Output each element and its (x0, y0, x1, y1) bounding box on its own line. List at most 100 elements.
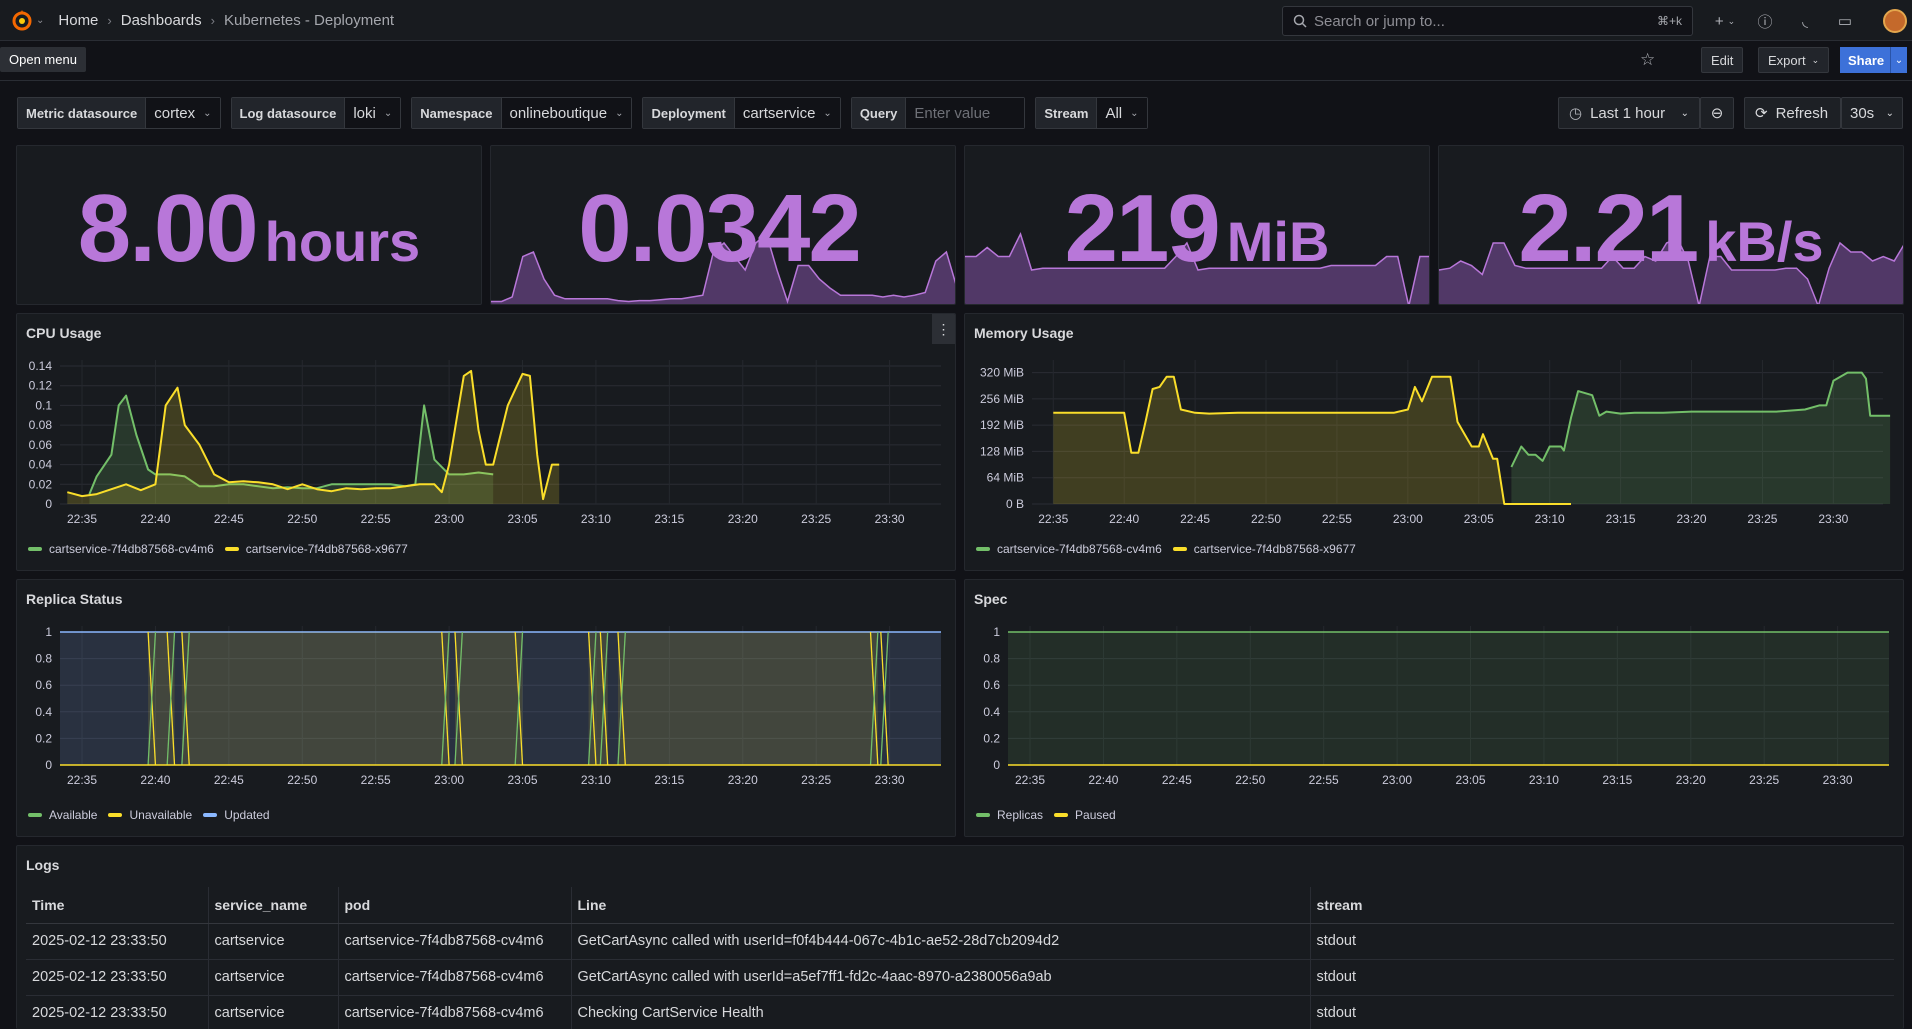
var-value[interactable]: onlineboutique ⌄ (501, 98, 632, 128)
y-tick-label: 0.12 (29, 379, 53, 393)
chart-legend: cartservice-7f4db87568-cv4m6 cartservice… (28, 542, 408, 556)
query-input[interactable]: Enter value (906, 98, 1025, 128)
rss-news-icon[interactable]: ◟ (1802, 13, 1808, 30)
panel-memory-usage[interactable]: Memory Usage 0 B 64 MiB 128 MiB 192 MiB 256 … (964, 313, 1904, 571)
legend-swatch (976, 547, 990, 551)
column-header[interactable]: Time (26, 887, 208, 924)
series-area (67, 370, 560, 504)
x-tick-label: 23:30 (875, 512, 905, 526)
zoom-out-button[interactable]: ⊖ (1700, 97, 1734, 129)
x-tick-label: 22:45 (1180, 512, 1210, 526)
refresh-interval-picker[interactable]: 30s ⌄ (1841, 97, 1903, 129)
var-namespace[interactable]: Namespace onlineboutique ⌄ (411, 97, 633, 129)
stat-number: 0.0342 (578, 175, 862, 282)
refresh-label: Refresh (1775, 104, 1829, 122)
cell-time: 2025-02-12 23:33:50 (26, 959, 208, 996)
panel-spec[interactable]: Spec 0 0.2 0.4 0.6 0.8 1 22:35 22:40 22:45 22:50 2… (964, 579, 1904, 837)
updated-area (60, 632, 941, 765)
cell-pod: cartservice-7f4db87568-cv4m6 (337, 959, 571, 996)
column-header[interactable]: Line (570, 887, 1310, 924)
series-line (67, 369, 560, 501)
sparkline (1439, 237, 1903, 304)
panel-replica-status[interactable]: Replica Status 0 0.2 0.4 0.6 0.8 1 22:35 22:40 2… (16, 579, 956, 837)
refresh-interval-value: 30s (1850, 104, 1875, 122)
share-button[interactable]: Share (1840, 47, 1890, 73)
panel-menu-icon[interactable]: ⋮ (932, 314, 955, 344)
var-deployment[interactable]: Deployment cartservice ⌄ (642, 97, 841, 129)
stat-value: 8.00 hours (17, 174, 481, 284)
cell-stream: stdout (1309, 995, 1894, 1029)
time-range-picker[interactable]: ◷ Last 1 hour ⌄ (1558, 97, 1700, 129)
series-area (1511, 372, 1891, 504)
x-tick-label: 23:00 (1382, 773, 1412, 787)
grafana-logo-icon[interactable] (10, 8, 34, 32)
y-tick-label: 128 MiB (980, 444, 1024, 458)
x-tick-label: 22:35 (1015, 773, 1045, 787)
legend-label: cartservice-7f4db87568-x9677 (245, 542, 408, 556)
x-tick-label: 23:25 (801, 773, 831, 787)
var-value[interactable]: All ⌄ (1097, 98, 1147, 128)
table-row[interactable]: 2025-02-12 23:33:50 cartservice cartserv… (26, 959, 1894, 996)
y-tick-label: 0 B (1006, 497, 1024, 511)
plus-icon[interactable]: + ⌄ (1714, 12, 1736, 30)
available-edge (587, 631, 597, 766)
breadcrumb-current: Kubernetes - Deployment (223, 11, 395, 29)
var-metric-datasource[interactable]: Metric datasource cortex ⌄ (17, 97, 221, 129)
edit-button[interactable]: Edit (1701, 47, 1744, 73)
breadcrumb-home[interactable]: Home (58, 11, 99, 29)
table-row[interactable]: 2025-02-12 23:33:50 cartservice cartserv… (26, 923, 1894, 960)
stat-panel-memory[interactable]: 219 MiB (964, 145, 1430, 305)
refresh-button[interactable]: ⟳ Refresh (1744, 97, 1841, 129)
stat-panel-cpu[interactable]: 0.0342 (490, 145, 956, 305)
legend-item[interactable]: cartservice-7f4db87568-x9677 (224, 542, 408, 556)
stat-panel-uptime[interactable]: 8.00 hours (16, 145, 482, 305)
column-header[interactable]: stream (1309, 887, 1894, 924)
var-label: Namespace (412, 98, 502, 128)
stat-value: 0.0342 (491, 174, 955, 284)
export-button[interactable]: Export ⌄ (1758, 47, 1830, 73)
cell-time: 2025-02-12 23:33:50 (26, 995, 208, 1029)
legend-item[interactable]: Updated (203, 808, 270, 822)
search-input[interactable]: Search or jump to... ⌘+k (1282, 6, 1693, 36)
template-variables: Metric datasource cortex ⌄ Log datasource… (17, 97, 1148, 129)
y-tick-label: 0.06 (29, 438, 53, 452)
legend-item[interactable]: Replicas (976, 808, 1043, 822)
legend-swatch (976, 813, 990, 817)
refresh-icon: ⟳ (1755, 105, 1768, 122)
column-header[interactable]: pod (337, 887, 571, 924)
cell-pod: cartservice-7f4db87568-cv4m6 (337, 923, 571, 960)
user-avatar[interactable] (1883, 9, 1907, 33)
table-row[interactable]: 2025-02-12 23:33:50 cartservice cartserv… (26, 995, 1894, 1029)
cell-line: GetCartAsync called with userId=f0f4b444… (570, 923, 1310, 960)
help-icon[interactable]: ⓘ (1757, 13, 1773, 31)
legend-item[interactable]: cartservice-7f4db87568-cv4m6 (28, 542, 214, 556)
cell-service: cartservice (207, 995, 338, 1029)
panel-title: Spec (974, 591, 1008, 607)
chevron-down-icon[interactable]: ⌄ (1890, 47, 1907, 73)
column-header[interactable]: service_name (207, 887, 338, 924)
legend-item[interactable]: Unavailable (108, 808, 192, 822)
panel-cpu-usage[interactable]: CPU Usage ⋮ 0 0.02 0.04 0.06 0.08 0.1 0.12 0.14… (16, 313, 956, 571)
legend-item[interactable]: cartservice-7f4db87568-cv4m6 (976, 542, 1162, 556)
var-value[interactable]: cortex ⌄ (146, 98, 220, 128)
stat-panel-network[interactable]: 2.21 kB/s (1438, 145, 1904, 305)
panel-logs[interactable]: Logs Time service_name pod Line stream 2… (16, 845, 1904, 1029)
kiosk-monitor-icon[interactable]: ▭ (1837, 13, 1853, 30)
var-log-datasource[interactable]: Log datasource loki ⌄ (230, 97, 402, 129)
var-value-text: cortex (154, 104, 196, 122)
legend-item[interactable]: Paused (1054, 808, 1116, 822)
legend-item[interactable]: cartservice-7f4db87568-x9677 (1172, 542, 1356, 556)
memory-usage-chart: 0 B 64 MiB 128 MiB 192 MiB 256 MiB 320 MiB 22:… (980, 360, 1891, 526)
legend-label: Replicas (997, 808, 1044, 822)
var-query[interactable]: Query Enter value (850, 97, 1026, 129)
star-icon[interactable]: ☆ (1640, 50, 1656, 69)
legend-item[interactable]: Available (28, 808, 97, 822)
var-value[interactable]: cartservice ⌄ (734, 98, 840, 128)
x-tick-label: 23:15 (654, 512, 684, 526)
chevron-down-icon[interactable]: ⌄ (36, 14, 45, 26)
var-stream[interactable]: Stream All ⌄ (1035, 97, 1148, 129)
breadcrumb-dashboards[interactable]: Dashboards (120, 11, 202, 29)
chevron-down-icon: ⌄ (1885, 107, 1894, 119)
var-value[interactable]: loki ⌄ (345, 98, 401, 128)
legend-label: Available (49, 808, 98, 822)
